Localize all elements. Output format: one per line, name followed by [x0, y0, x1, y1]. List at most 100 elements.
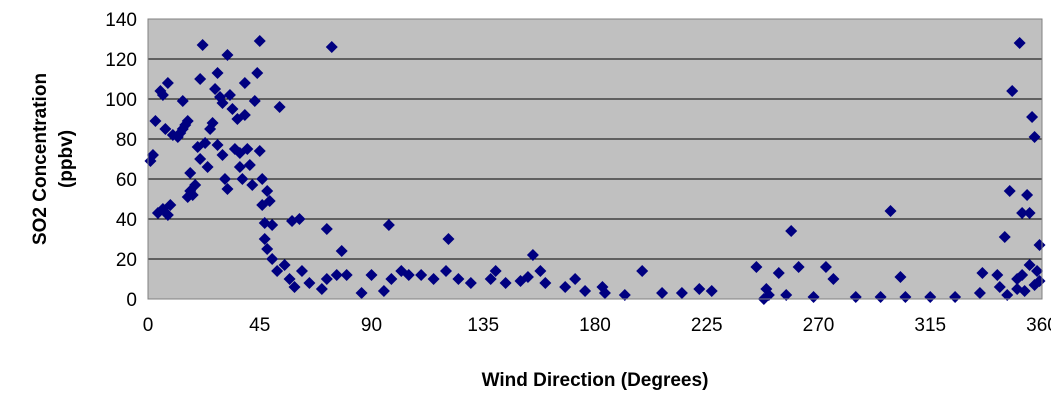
data-point	[206, 117, 219, 129]
data-point	[223, 89, 236, 101]
data-point	[1033, 239, 1046, 251]
data-point	[253, 35, 266, 47]
data-point	[489, 265, 502, 277]
data-point	[211, 67, 224, 79]
data-point	[156, 89, 169, 101]
data-point	[184, 167, 197, 179]
data-point	[1026, 111, 1039, 123]
data-point	[233, 161, 246, 173]
x-axis-title: Wind Direction (Degrees)	[482, 370, 709, 391]
data-point	[1018, 285, 1031, 297]
y-tick-label: 20	[116, 250, 137, 271]
data-point	[320, 223, 333, 235]
data-point	[395, 265, 408, 277]
data-point	[377, 285, 390, 297]
data-point	[464, 277, 477, 289]
y-tick-label: 80	[116, 130, 137, 151]
data-point	[201, 161, 214, 173]
data-point	[618, 289, 631, 301]
data-point	[238, 77, 251, 89]
data-point	[258, 233, 271, 245]
data-point	[514, 275, 527, 287]
data-point	[894, 271, 907, 283]
data-point	[256, 173, 269, 185]
data-point	[998, 231, 1011, 243]
data-point	[209, 83, 222, 95]
data-point	[340, 269, 353, 281]
data-point	[1001, 289, 1014, 301]
data-point	[499, 277, 512, 289]
data-point	[1013, 37, 1026, 49]
data-point	[849, 291, 862, 303]
data-point	[273, 101, 286, 113]
data-point	[266, 219, 279, 231]
data-point	[263, 195, 276, 207]
data-point	[161, 77, 174, 89]
data-point	[181, 115, 194, 127]
data-point	[293, 213, 306, 225]
x-tick-label: 90	[361, 315, 382, 336]
y-tick-label: 0	[126, 290, 137, 311]
y-axis-ticks: 0 20 40 60 80 100 120 140	[105, 10, 137, 311]
data-point	[827, 273, 840, 285]
data-point	[1031, 265, 1044, 277]
y-axis-title-line1: SO2 Concentration	[30, 73, 51, 245]
data-point	[693, 283, 706, 295]
data-point	[1011, 273, 1024, 285]
data-point	[1023, 259, 1036, 271]
y-tick-label: 40	[116, 210, 137, 231]
x-tick-label: 360	[1026, 315, 1051, 336]
data-point	[266, 253, 279, 265]
x-tick-label: 225	[691, 315, 723, 336]
data-point	[427, 273, 440, 285]
data-point	[1016, 207, 1029, 219]
data-point	[196, 39, 209, 51]
data-point	[636, 265, 649, 277]
data-point	[325, 41, 338, 53]
data-point	[1006, 85, 1019, 97]
data-point	[415, 269, 428, 281]
data-point	[780, 289, 793, 301]
x-tick-label: 0	[143, 315, 154, 336]
data-point	[785, 225, 798, 237]
data-point	[924, 291, 937, 303]
data-point	[159, 123, 172, 135]
x-tick-label: 135	[467, 315, 499, 336]
data-point	[365, 269, 378, 281]
data-point	[440, 265, 452, 277]
data-point	[976, 267, 989, 279]
data-point	[199, 137, 212, 149]
x-tick-label: 315	[914, 315, 946, 336]
data-point	[819, 261, 832, 273]
plot-border	[147, 18, 1043, 300]
data-point	[874, 291, 887, 303]
data-point	[283, 273, 296, 285]
data-point	[238, 109, 251, 121]
data-point	[218, 173, 231, 185]
data-point	[382, 219, 395, 231]
data-point	[194, 153, 207, 165]
data-point	[226, 103, 239, 115]
x-tick-label: 45	[249, 315, 270, 336]
data-point	[949, 291, 962, 303]
x-tick-label: 180	[579, 315, 611, 336]
data-point	[705, 285, 718, 297]
data-point	[1033, 275, 1046, 287]
data-point	[216, 149, 229, 161]
data-point	[335, 245, 348, 257]
data-point	[146, 149, 159, 161]
data-point	[750, 261, 763, 273]
data-point	[221, 49, 234, 61]
data-points	[144, 35, 1046, 305]
x-tick-label: 270	[803, 315, 835, 336]
data-point	[1003, 185, 1016, 197]
data-point	[656, 287, 669, 299]
data-point	[569, 273, 582, 285]
data-point	[330, 269, 343, 281]
data-point	[211, 139, 224, 151]
data-point	[243, 159, 256, 171]
data-point	[241, 143, 254, 155]
data-point	[271, 265, 284, 277]
data-point	[539, 277, 552, 289]
